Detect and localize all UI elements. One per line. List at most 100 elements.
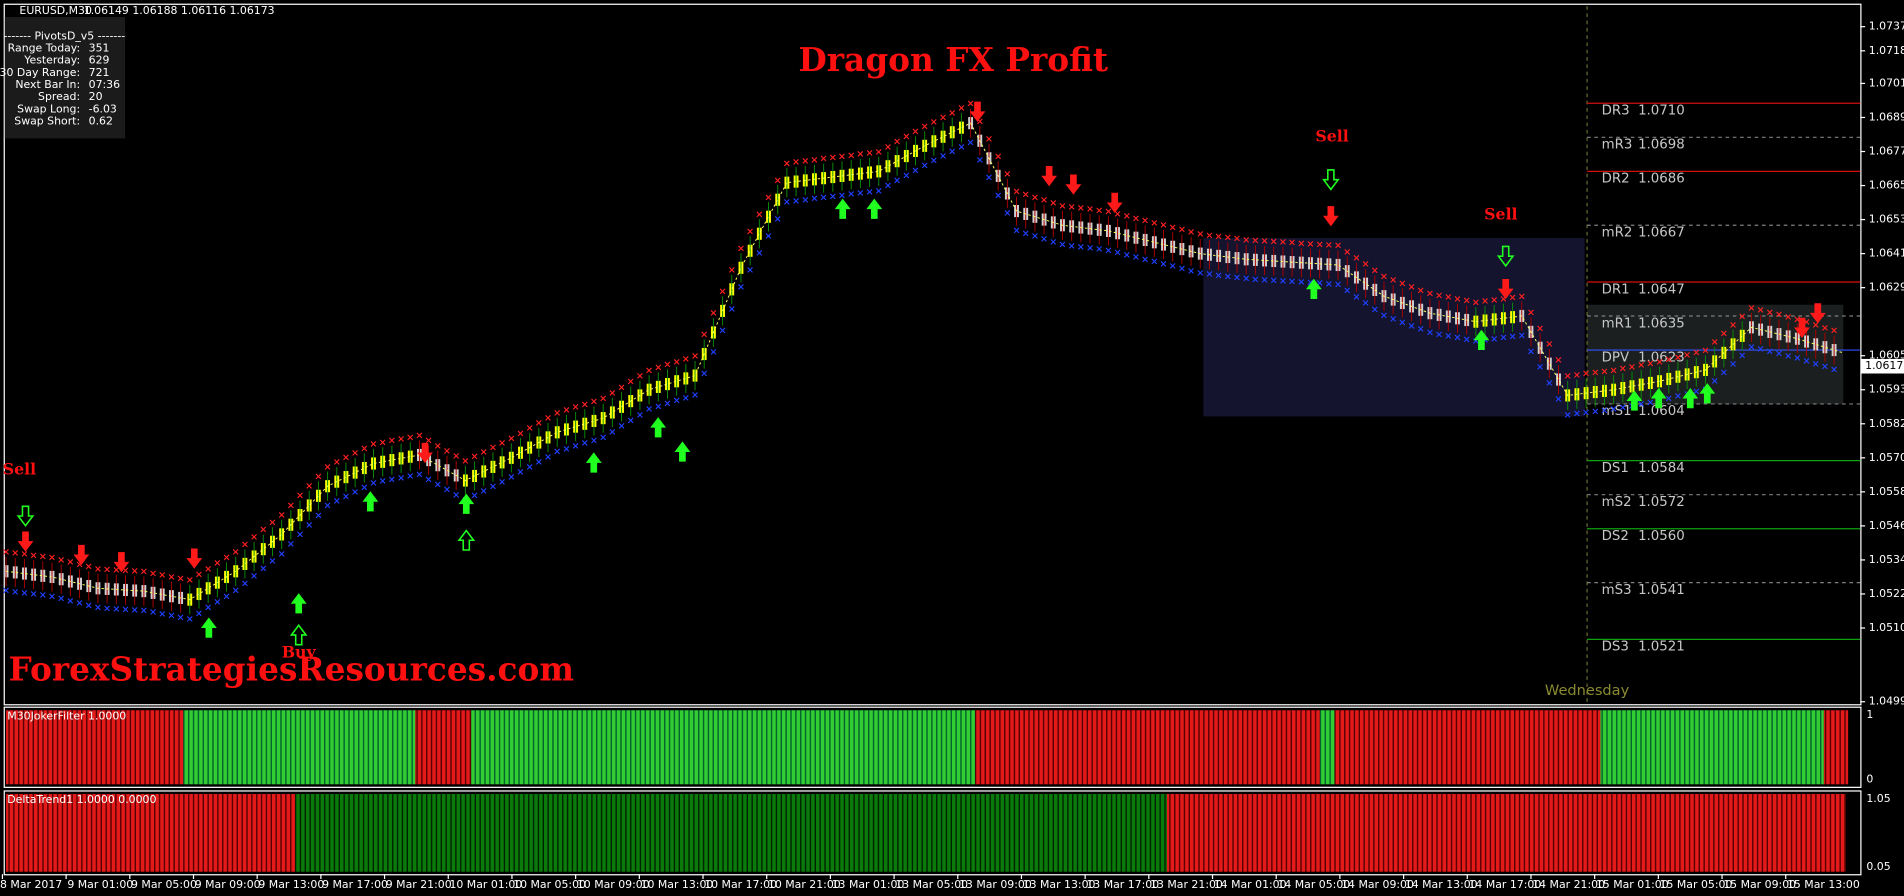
- upper-band: ×: [1407, 282, 1415, 293]
- lower-band: ×: [1343, 286, 1351, 297]
- lower-band: ×: [406, 471, 414, 482]
- price-tick-label: 1.05935: [1869, 383, 1904, 396]
- lower-band: ×: [930, 156, 938, 167]
- lower-band: ×: [921, 160, 929, 171]
- upper-band: ×: [1757, 305, 1765, 316]
- upper-band: ×: [930, 117, 938, 128]
- price-tick-label: 1.04990: [1869, 695, 1904, 708]
- lower-band: ×: [663, 399, 671, 410]
- upper-band: ×: [314, 471, 322, 482]
- upper-band: ×: [1711, 337, 1719, 348]
- lower-band: ×: [39, 590, 47, 601]
- lower-band: ×: [1463, 334, 1471, 345]
- level-value: 1.0584: [1638, 461, 1685, 476]
- signal-arrow-outline: [289, 623, 308, 646]
- level-name: DS1: [1602, 461, 1629, 476]
- lower-band: ×: [1325, 279, 1333, 290]
- upper-band: ×: [1215, 231, 1223, 242]
- lower-band: ×: [746, 265, 754, 276]
- indicator-scale: 0.05: [1866, 860, 1890, 873]
- upper-band: ×: [516, 428, 524, 439]
- upper-band: ×: [369, 439, 377, 450]
- lower-band: ×: [241, 578, 249, 589]
- time-label: 14 Mar 01:00: [1214, 878, 1287, 891]
- upper-band: ×: [865, 148, 873, 159]
- upper-band: ×: [719, 286, 727, 297]
- lower-band: ×: [1389, 314, 1397, 325]
- upper-band: ×: [1509, 293, 1517, 304]
- upper-band: ×: [1564, 371, 1572, 382]
- upper-band: ×: [884, 142, 892, 153]
- pivot-value: 351: [89, 42, 110, 55]
- lower-band: ×: [177, 612, 185, 623]
- pivot-label: Yesterday:: [23, 54, 80, 67]
- signal-label: Sell: [3, 459, 36, 478]
- upper-band: ×: [360, 444, 368, 455]
- indicator-bars: [1319, 710, 1335, 785]
- pivot-label: 30 Day Range:: [0, 66, 80, 79]
- lower-band: ×: [1380, 311, 1388, 322]
- lower-band: ×: [838, 190, 846, 201]
- lower-band: ×: [2, 586, 10, 597]
- level-value: 1.0635: [1638, 316, 1685, 331]
- upper-band: ×: [581, 399, 589, 410]
- lower-band: ×: [1270, 275, 1278, 286]
- time-label: 9 Mar 17:00: [322, 878, 388, 891]
- lower-band: ×: [1600, 405, 1608, 416]
- signal-arrow: [186, 548, 203, 569]
- pivot-label: Spread:: [38, 90, 80, 103]
- lower-band: ×: [1499, 333, 1507, 344]
- lower-band: ×: [1518, 330, 1526, 341]
- lower-band: ×: [1077, 242, 1085, 253]
- upper-band: ×: [1306, 239, 1314, 250]
- upper-band: ×: [195, 570, 203, 581]
- upper-band: ×: [351, 448, 359, 459]
- upper-band: ×: [820, 154, 828, 165]
- lower-band: ×: [1031, 231, 1039, 242]
- upper-band: ×: [1178, 225, 1186, 236]
- upper-band: ×: [1242, 235, 1250, 246]
- upper-band: ×: [1288, 238, 1296, 249]
- upper-band: ×: [112, 565, 120, 576]
- lower-band: ×: [259, 564, 267, 575]
- upper-band: ×: [1775, 310, 1783, 321]
- price-tick-label: 1.07010: [1869, 76, 1904, 89]
- pivot-value: 721: [89, 66, 110, 79]
- upper-band: ×: [1068, 202, 1076, 213]
- lower-band: ×: [1086, 243, 1094, 254]
- lower-band: ×: [1766, 346, 1774, 357]
- lower-band: ×: [305, 520, 313, 531]
- lower-band: ×: [140, 606, 148, 617]
- lower-band: ×: [755, 248, 763, 259]
- lower-band: ×: [645, 404, 653, 415]
- lower-band: ×: [204, 603, 212, 614]
- lower-band: ×: [553, 447, 561, 458]
- upper-band: ×: [333, 457, 341, 468]
- upper-band: ×: [278, 510, 286, 521]
- upper-band: ×: [663, 360, 671, 371]
- lower-band: ×: [608, 427, 616, 438]
- pivot-value: 07:36: [89, 78, 120, 91]
- signal-arrow: [17, 531, 34, 552]
- lower-band: ×: [480, 486, 488, 497]
- lower-band: ×: [48, 591, 56, 602]
- upper-band: ×: [1371, 265, 1379, 276]
- level-name: DR2: [1602, 172, 1630, 187]
- signal-arrow: [1497, 278, 1514, 300]
- upper-band: ×: [11, 548, 19, 559]
- lower-band: ×: [1068, 241, 1076, 252]
- upper-band: ×: [1159, 220, 1167, 231]
- pivot-label: Swap Short:: [14, 114, 80, 127]
- upper-band: ×: [121, 566, 129, 577]
- upper-band: ×: [746, 226, 754, 237]
- lower-band: ×: [1665, 393, 1673, 404]
- lower-band: ×: [57, 594, 65, 605]
- signal-label: Buy: [282, 643, 317, 662]
- lower-band: ×: [682, 393, 690, 404]
- upper-band: ×: [1692, 348, 1700, 359]
- lower-band: ×: [1417, 324, 1425, 335]
- lower-band: ×: [1536, 362, 1544, 373]
- signal-arrow: [290, 593, 307, 614]
- upper-band: ×: [177, 574, 185, 585]
- upper-band: ×: [507, 433, 515, 444]
